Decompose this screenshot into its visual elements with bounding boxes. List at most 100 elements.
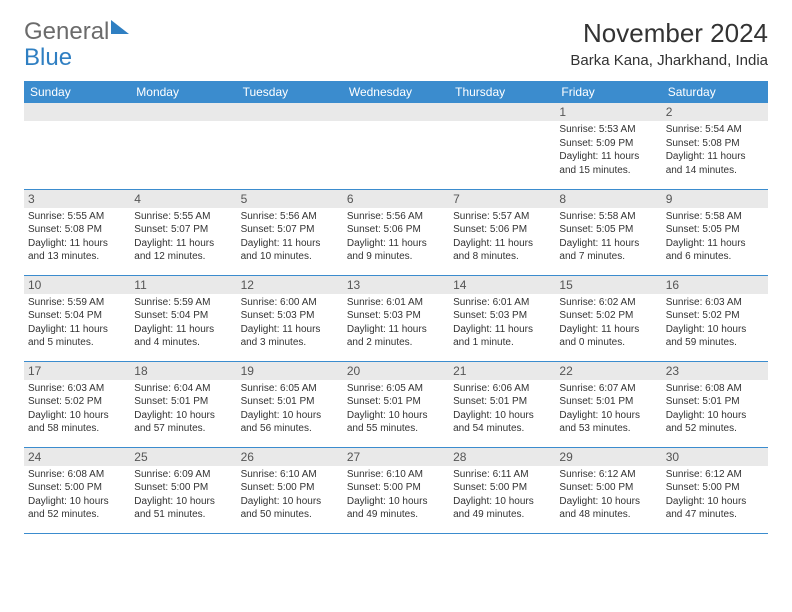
calendar-day-cell: 9Sunrise: 5:58 AMSunset: 5:05 PMDaylight… (662, 189, 768, 275)
day-info: Sunrise: 6:10 AMSunset: 5:00 PMDaylight:… (237, 466, 343, 526)
calendar-day-cell: 14Sunrise: 6:01 AMSunset: 5:03 PMDayligh… (449, 275, 555, 361)
day-number: 22 (555, 362, 661, 380)
calendar-day-cell: 18Sunrise: 6:04 AMSunset: 5:01 PMDayligh… (130, 361, 236, 447)
day-info: Sunrise: 6:00 AMSunset: 5:03 PMDaylight:… (237, 294, 343, 354)
day-number (130, 103, 236, 121)
calendar-day-cell: 16Sunrise: 6:03 AMSunset: 5:02 PMDayligh… (662, 275, 768, 361)
day-info: Sunrise: 6:09 AMSunset: 5:00 PMDaylight:… (130, 466, 236, 526)
day-info: Sunrise: 6:01 AMSunset: 5:03 PMDaylight:… (343, 294, 449, 354)
calendar-day-cell: 26Sunrise: 6:10 AMSunset: 5:00 PMDayligh… (237, 447, 343, 533)
day-info: Sunrise: 6:04 AMSunset: 5:01 PMDaylight:… (130, 380, 236, 440)
day-info: Sunrise: 6:06 AMSunset: 5:01 PMDaylight:… (449, 380, 555, 440)
day-info: Sunrise: 6:02 AMSunset: 5:02 PMDaylight:… (555, 294, 661, 354)
day-number: 10 (24, 276, 130, 294)
calendar-week-row: 24Sunrise: 6:08 AMSunset: 5:00 PMDayligh… (24, 447, 768, 533)
day-info: Sunrise: 6:12 AMSunset: 5:00 PMDaylight:… (662, 466, 768, 526)
calendar-day-cell: 17Sunrise: 6:03 AMSunset: 5:02 PMDayligh… (24, 361, 130, 447)
day-number: 21 (449, 362, 555, 380)
calendar-day-cell: 30Sunrise: 6:12 AMSunset: 5:00 PMDayligh… (662, 447, 768, 533)
day-number (237, 103, 343, 121)
calendar-empty-cell (130, 103, 236, 189)
calendar-day-cell: 19Sunrise: 6:05 AMSunset: 5:01 PMDayligh… (237, 361, 343, 447)
day-number: 5 (237, 190, 343, 208)
day-number: 8 (555, 190, 661, 208)
calendar-day-cell: 12Sunrise: 6:00 AMSunset: 5:03 PMDayligh… (237, 275, 343, 361)
day-info: Sunrise: 5:58 AMSunset: 5:05 PMDaylight:… (555, 208, 661, 268)
day-number: 23 (662, 362, 768, 380)
day-info: Sunrise: 6:01 AMSunset: 5:03 PMDaylight:… (449, 294, 555, 354)
header: General November 2024 Barka Kana, Jharkh… (0, 0, 792, 75)
day-info: Sunrise: 6:03 AMSunset: 5:02 PMDaylight:… (662, 294, 768, 354)
day-info: Sunrise: 6:10 AMSunset: 5:00 PMDaylight:… (343, 466, 449, 526)
calendar-day-cell: 25Sunrise: 6:09 AMSunset: 5:00 PMDayligh… (130, 447, 236, 533)
day-number: 7 (449, 190, 555, 208)
calendar-day-cell: 7Sunrise: 5:57 AMSunset: 5:06 PMDaylight… (449, 189, 555, 275)
day-info: Sunrise: 5:57 AMSunset: 5:06 PMDaylight:… (449, 208, 555, 268)
calendar-week-row: 17Sunrise: 6:03 AMSunset: 5:02 PMDayligh… (24, 361, 768, 447)
day-number: 6 (343, 190, 449, 208)
calendar-week-row: 1Sunrise: 5:53 AMSunset: 5:09 PMDaylight… (24, 103, 768, 189)
day-number: 29 (555, 448, 661, 466)
title-block: November 2024 Barka Kana, Jharkhand, Ind… (570, 18, 768, 69)
calendar-day-cell: 4Sunrise: 5:55 AMSunset: 5:07 PMDaylight… (130, 189, 236, 275)
calendar-day-cell: 10Sunrise: 5:59 AMSunset: 5:04 PMDayligh… (24, 275, 130, 361)
day-info: Sunrise: 6:11 AMSunset: 5:00 PMDaylight:… (449, 466, 555, 526)
day-info: Sunrise: 6:08 AMSunset: 5:00 PMDaylight:… (24, 466, 130, 526)
weekday-header: Friday (555, 81, 661, 103)
day-number: 16 (662, 276, 768, 294)
day-number (24, 103, 130, 121)
day-number: 26 (237, 448, 343, 466)
calendar-table: SundayMondayTuesdayWednesdayThursdayFrid… (24, 81, 768, 534)
day-number: 30 (662, 448, 768, 466)
day-number: 12 (237, 276, 343, 294)
calendar-day-cell: 5Sunrise: 5:56 AMSunset: 5:07 PMDaylight… (237, 189, 343, 275)
calendar-day-cell: 29Sunrise: 6:12 AMSunset: 5:00 PMDayligh… (555, 447, 661, 533)
weekday-header: Wednesday (343, 81, 449, 103)
location: Barka Kana, Jharkhand, India (570, 52, 768, 69)
calendar-day-cell: 11Sunrise: 5:59 AMSunset: 5:04 PMDayligh… (130, 275, 236, 361)
calendar-empty-cell (237, 103, 343, 189)
day-number: 17 (24, 362, 130, 380)
day-number: 19 (237, 362, 343, 380)
calendar-day-cell: 2Sunrise: 5:54 AMSunset: 5:08 PMDaylight… (662, 103, 768, 189)
weekday-header: Monday (130, 81, 236, 103)
calendar-body: 1Sunrise: 5:53 AMSunset: 5:09 PMDaylight… (24, 103, 768, 533)
calendar-day-cell: 13Sunrise: 6:01 AMSunset: 5:03 PMDayligh… (343, 275, 449, 361)
logo-text-2: Blue (24, 44, 72, 72)
day-info: Sunrise: 6:12 AMSunset: 5:00 PMDaylight:… (555, 466, 661, 526)
calendar-day-cell: 1Sunrise: 5:53 AMSunset: 5:09 PMDaylight… (555, 103, 661, 189)
day-number: 27 (343, 448, 449, 466)
day-number (343, 103, 449, 121)
calendar-day-cell: 28Sunrise: 6:11 AMSunset: 5:00 PMDayligh… (449, 447, 555, 533)
day-number (449, 103, 555, 121)
weekday-header: Sunday (24, 81, 130, 103)
day-info: Sunrise: 6:08 AMSunset: 5:01 PMDaylight:… (662, 380, 768, 440)
calendar-day-cell: 6Sunrise: 5:56 AMSunset: 5:06 PMDaylight… (343, 189, 449, 275)
day-info: Sunrise: 6:03 AMSunset: 5:02 PMDaylight:… (24, 380, 130, 440)
day-number: 28 (449, 448, 555, 466)
calendar-empty-cell (449, 103, 555, 189)
calendar-day-cell: 15Sunrise: 6:02 AMSunset: 5:02 PMDayligh… (555, 275, 661, 361)
month-title: November 2024 (570, 18, 768, 49)
weekday-row: SundayMondayTuesdayWednesdayThursdayFrid… (24, 81, 768, 103)
calendar-day-cell: 20Sunrise: 6:05 AMSunset: 5:01 PMDayligh… (343, 361, 449, 447)
day-info: Sunrise: 5:55 AMSunset: 5:07 PMDaylight:… (130, 208, 236, 268)
calendar-day-cell: 22Sunrise: 6:07 AMSunset: 5:01 PMDayligh… (555, 361, 661, 447)
day-number: 4 (130, 190, 236, 208)
day-number: 24 (24, 448, 130, 466)
day-info: Sunrise: 5:58 AMSunset: 5:05 PMDaylight:… (662, 208, 768, 268)
day-number: 1 (555, 103, 661, 121)
day-info: Sunrise: 5:59 AMSunset: 5:04 PMDaylight:… (130, 294, 236, 354)
logo-text-1: General (24, 18, 109, 46)
calendar-day-cell: 21Sunrise: 6:06 AMSunset: 5:01 PMDayligh… (449, 361, 555, 447)
day-info: Sunrise: 6:07 AMSunset: 5:01 PMDaylight:… (555, 380, 661, 440)
calendar-day-cell: 27Sunrise: 6:10 AMSunset: 5:00 PMDayligh… (343, 447, 449, 533)
calendar-week-row: 3Sunrise: 5:55 AMSunset: 5:08 PMDaylight… (24, 189, 768, 275)
day-number: 14 (449, 276, 555, 294)
weekday-header: Thursday (449, 81, 555, 103)
day-number: 25 (130, 448, 236, 466)
day-info: Sunrise: 5:55 AMSunset: 5:08 PMDaylight:… (24, 208, 130, 268)
day-info: Sunrise: 5:56 AMSunset: 5:07 PMDaylight:… (237, 208, 343, 268)
day-info: Sunrise: 6:05 AMSunset: 5:01 PMDaylight:… (237, 380, 343, 440)
calendar-day-cell: 3Sunrise: 5:55 AMSunset: 5:08 PMDaylight… (24, 189, 130, 275)
